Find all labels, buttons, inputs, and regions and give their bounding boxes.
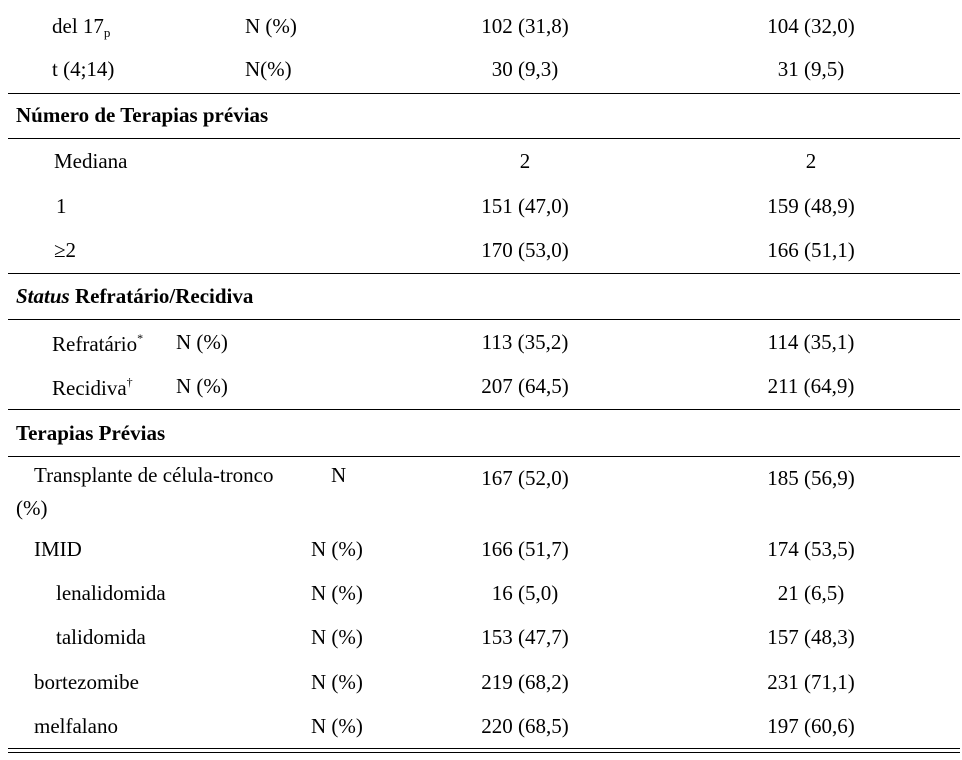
row-label-refratario: Refratário* <box>52 331 144 356</box>
row-unit: N (%) <box>311 714 363 738</box>
row-unit: N (%) <box>176 374 228 398</box>
cell-group1: 151 (47,0) <box>481 194 569 218</box>
row-unit: N(%) <box>245 57 292 81</box>
cell-group1: 167 (52,0) <box>481 466 569 490</box>
divider <box>8 409 960 410</box>
cell-group1: 30 (9,3) <box>491 57 559 81</box>
cell-group1: 207 (64,5) <box>481 374 569 398</box>
cell-group2: 185 (56,9) <box>767 466 855 490</box>
row-label-lenalidomida: lenalidomida <box>56 581 166 605</box>
section-title-status: Status Refratário/Recidiva <box>16 284 254 308</box>
row-label-mediana: Mediana <box>54 149 128 173</box>
row-label-recidiva: Recidiva† <box>52 375 133 400</box>
cell-group2: 197 (60,6) <box>767 714 855 738</box>
cell-group2: 211 (64,9) <box>767 374 855 398</box>
row-unit-n: N <box>331 463 347 487</box>
cell-group2: 2 <box>805 149 817 173</box>
divider <box>8 273 960 274</box>
divider <box>8 456 960 457</box>
cell-group2: 157 (48,3) <box>767 625 855 649</box>
cell-group2: 231 (71,1) <box>767 670 855 694</box>
cell-group1: 16 (5,0) <box>491 581 559 605</box>
cell-group1: 170 (53,0) <box>481 238 569 262</box>
cell-group1: 2 <box>519 149 531 173</box>
cell-group1: 220 (68,5) <box>481 714 569 738</box>
section-title-numero-terapias: Número de Terapias prévias <box>16 103 269 127</box>
cell-group2: 21 (6,5) <box>777 581 845 605</box>
row-label-melfalano: melfalano <box>34 714 118 738</box>
cell-group2: 174 (53,5) <box>767 537 855 561</box>
row-label-imid: IMID <box>34 537 82 561</box>
row-unit: N (%) <box>311 537 363 561</box>
row-unit: N (%) <box>176 330 228 354</box>
cell-group2: 159 (48,9) <box>767 194 855 218</box>
row-unit: N (%) <box>245 14 297 38</box>
row-unit: N (%) <box>311 670 363 694</box>
row-label-1: 1 <box>56 194 67 218</box>
row-unit: N (%) <box>311 625 363 649</box>
row-label-ge2: ≥2 <box>54 238 77 262</box>
row-label-talidomida: talidomida <box>56 625 146 649</box>
cell-group1: 166 (51,7) <box>481 537 569 561</box>
divider <box>8 138 960 139</box>
cell-group2: 31 (9,5) <box>777 57 845 81</box>
row-label-bortezomibe: bortezomibe <box>34 670 139 694</box>
cell-group2: 166 (51,1) <box>767 238 855 262</box>
row-unit: N (%) <box>311 581 363 605</box>
cell-group1: 102 (31,8) <box>481 14 569 38</box>
divider <box>8 93 960 94</box>
row-label-transplante: Transplante de célula-tronco <box>34 463 274 487</box>
section-title-terapias-previas: Terapias Prévias <box>16 421 166 445</box>
row-label-del17p: del 17p <box>52 14 111 40</box>
table-bottom-rule <box>8 748 960 749</box>
row-label-t414: t (4;14) <box>52 57 115 81</box>
row-unit-percent: (%) <box>16 496 48 520</box>
table-bottom-rule <box>8 752 960 753</box>
cell-group1: 219 (68,2) <box>481 670 569 694</box>
cell-group2: 104 (32,0) <box>767 14 855 38</box>
cell-group2: 114 (35,1) <box>767 330 855 354</box>
cell-group1: 153 (47,7) <box>481 625 569 649</box>
cell-group1: 113 (35,2) <box>481 330 569 354</box>
divider <box>8 319 960 320</box>
